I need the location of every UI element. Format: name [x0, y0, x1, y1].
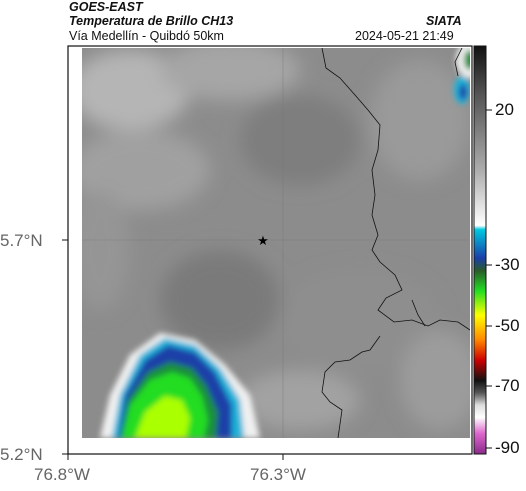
product-title: Temperatura de Brillo CH13 [69, 14, 234, 28]
latitude-label-5.7: 5.7°N [0, 231, 43, 250]
boundary-line [321, 48, 470, 331]
agency-label: SIATA [426, 14, 462, 28]
colorbar-tick-minus-30: -30 [495, 255, 520, 274]
star-icon: ★ [257, 233, 269, 248]
region-label: Vía Medellín - Quibdó 50km [69, 29, 224, 43]
latitude-label-5.2: 5.2°N [0, 445, 43, 464]
colorbar-tick-minus-70: -70 [495, 376, 520, 395]
longitude-label-76.8: 76.8°W [34, 465, 90, 484]
colorbar-tick-minus-90: -90 [495, 438, 520, 457]
brightness-temperature-field [82, 48, 470, 438]
satellite-title: GOES-EAST [69, 0, 143, 14]
colorbar-tick-minus-50: -50 [495, 316, 520, 335]
timestamp-label: 2024-05-21 21:49 [355, 29, 454, 43]
colorbar-tick-20: 20 [495, 100, 514, 119]
longitude-label-76.3: 76.3°W [250, 465, 306, 484]
colorbar-gradient [473, 45, 487, 455]
